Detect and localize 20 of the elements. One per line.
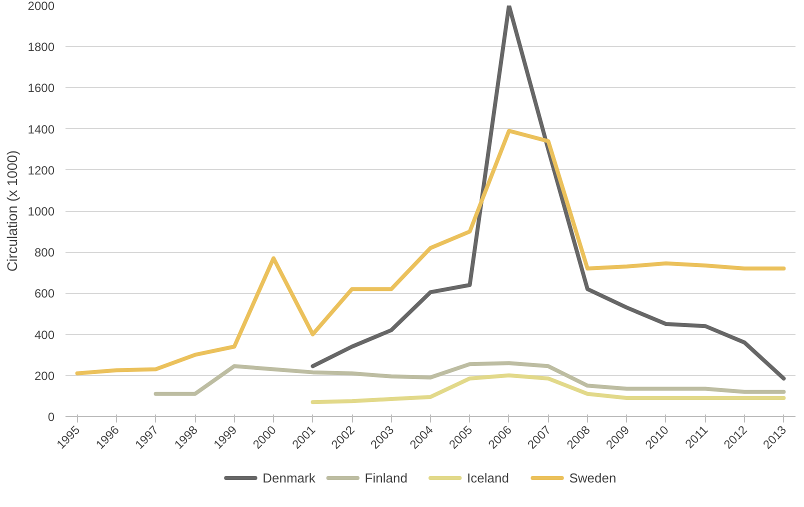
y-tick-label: 2000 xyxy=(28,0,55,13)
legend-label: Iceland xyxy=(467,470,509,486)
line-series xyxy=(75,128,786,376)
y-tick-label: 600 xyxy=(34,286,55,301)
line-series xyxy=(310,373,786,404)
y-axis-title: Circulation (x 1000) xyxy=(4,150,20,272)
line-series xyxy=(154,361,786,396)
y-tick-label: 400 xyxy=(34,328,55,342)
legend-label: Sweden xyxy=(569,470,616,486)
y-tick-label: 800 xyxy=(34,246,55,260)
legend-label: Denmark xyxy=(262,470,316,486)
legend-label: Finland xyxy=(364,470,408,486)
y-tick-label: 1000 xyxy=(28,204,55,218)
y-tick-label: 200 xyxy=(34,368,55,383)
y-tick-label: 1200 xyxy=(28,163,55,178)
line-series xyxy=(310,6,786,380)
y-tick-label: 1400 xyxy=(28,122,55,136)
y-tick-label: 1600 xyxy=(28,81,55,96)
y-tick-label: 0 xyxy=(48,410,55,424)
y-tick-label: 1800 xyxy=(28,40,55,54)
